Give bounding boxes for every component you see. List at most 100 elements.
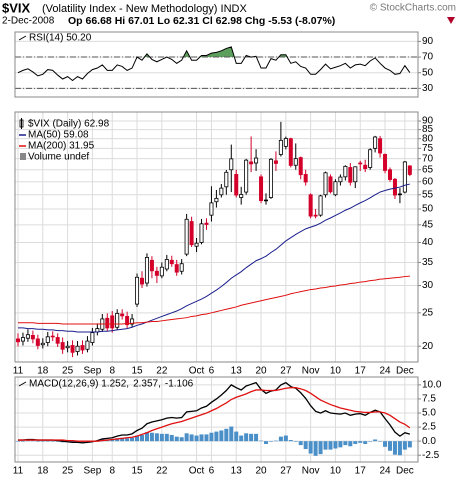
x-tick-label: 15 <box>131 366 143 377</box>
histogram-bar <box>333 441 338 449</box>
histogram-bar <box>144 432 149 442</box>
x-tick-label: 20 <box>255 366 267 377</box>
histogram-bar <box>318 441 323 455</box>
candle-body <box>40 342 45 346</box>
candle-body <box>184 218 189 255</box>
x-tick-label: Sep <box>84 466 102 477</box>
y-tick-label: 80 <box>422 133 434 144</box>
candle-body <box>263 199 268 202</box>
candle-body <box>308 194 313 217</box>
histogram-bar <box>115 438 120 442</box>
histogram-bar <box>140 434 144 442</box>
x-tick-label: 8 <box>109 466 115 477</box>
y-tick-label: 70 <box>422 52 434 63</box>
histogram-bar <box>244 433 249 442</box>
down-arrow <box>447 17 455 24</box>
histogram-bar <box>50 441 55 442</box>
histogram-bar <box>30 440 35 442</box>
histogram-bar <box>214 431 219 442</box>
histogram-bar <box>388 441 392 451</box>
histogram-bar <box>159 433 164 442</box>
legend-label: Volume undef <box>28 152 89 163</box>
candle-body <box>343 165 348 178</box>
histogram-bar <box>25 440 30 442</box>
y-tick-label: 50 <box>422 204 434 215</box>
histogram-bar <box>259 440 264 442</box>
histogram-bar <box>293 441 298 442</box>
histogram-bar <box>273 440 278 442</box>
x-tick-label: 17 <box>355 366 367 377</box>
x-tick-label: Sep <box>84 366 102 377</box>
histogram-bar <box>278 436 283 442</box>
candle-body <box>353 166 358 183</box>
candle-body <box>189 221 194 246</box>
candle-body <box>239 194 244 198</box>
x-tick-label: 24 <box>379 366 391 377</box>
histogram-bar <box>45 441 50 442</box>
x-tick-label: 22 <box>156 366 168 377</box>
histogram-bar <box>224 428 229 442</box>
x-tick-label: 20 <box>255 466 267 477</box>
candle-body <box>120 313 125 317</box>
histogram-bar <box>383 441 388 447</box>
y-tick-label: 30 <box>422 83 434 94</box>
x-tick-label: 27 <box>280 466 292 477</box>
candle-body <box>323 172 328 196</box>
candle-body <box>283 138 288 147</box>
y-tick-label: 7.5 <box>422 394 436 405</box>
candle-body <box>199 223 204 243</box>
legend-label: 2.357, <box>133 379 161 390</box>
histogram-bar <box>189 434 194 442</box>
candle-body <box>45 336 50 343</box>
candle-body <box>80 345 85 351</box>
histogram-bar <box>135 435 140 442</box>
symbol: $VIX <box>2 0 31 15</box>
candle-body <box>65 345 70 349</box>
candle-body <box>249 161 254 165</box>
histogram-bar <box>110 439 115 442</box>
candle-body <box>293 158 298 166</box>
y-tick-label: 25 <box>422 307 434 318</box>
candle-body <box>229 158 234 171</box>
candle-body <box>338 176 343 183</box>
candle-body <box>254 157 259 164</box>
candle-body <box>328 176 333 193</box>
candle-body <box>50 335 55 338</box>
histogram-bar <box>373 439 378 442</box>
candle-body <box>30 334 35 340</box>
y-tick-label: 85 <box>422 124 434 135</box>
histogram-bar <box>35 441 40 442</box>
candle-body <box>348 167 353 183</box>
candle-body <box>130 318 135 325</box>
candle-body <box>154 270 159 276</box>
candle-body <box>214 197 219 203</box>
histogram-bar <box>397 441 402 456</box>
security-name: (Volatility Index - New Methodology) IND… <box>42 3 247 15</box>
histogram-bar <box>343 441 348 446</box>
legend-label: -1.106 <box>165 379 194 390</box>
candle-body <box>115 313 120 328</box>
histogram-bar <box>378 441 383 442</box>
candle-body <box>383 154 388 171</box>
x-tick-label: 27 <box>280 366 292 377</box>
histogram-bar <box>348 441 353 447</box>
legend-label: RSI(14) 50.20 <box>29 33 92 44</box>
candle-body <box>25 334 30 339</box>
x-tick-label: 11 <box>13 466 24 477</box>
y-tick-label: 2.5 <box>422 422 436 433</box>
panel-frame <box>14 31 419 98</box>
histogram-bar <box>288 440 293 442</box>
x-tick-label: Dec <box>396 366 414 377</box>
candle-body <box>298 157 303 176</box>
legend-icon <box>18 381 27 387</box>
y-tick-label: 30 <box>422 280 434 291</box>
candle-body <box>125 316 130 326</box>
candle-body <box>85 340 90 350</box>
candle-body <box>224 171 229 188</box>
candle-body <box>75 345 80 352</box>
candle-body <box>373 136 378 149</box>
y-tick-label: 40 <box>422 237 434 248</box>
candle-body <box>219 187 224 196</box>
histogram-bar <box>16 441 20 442</box>
